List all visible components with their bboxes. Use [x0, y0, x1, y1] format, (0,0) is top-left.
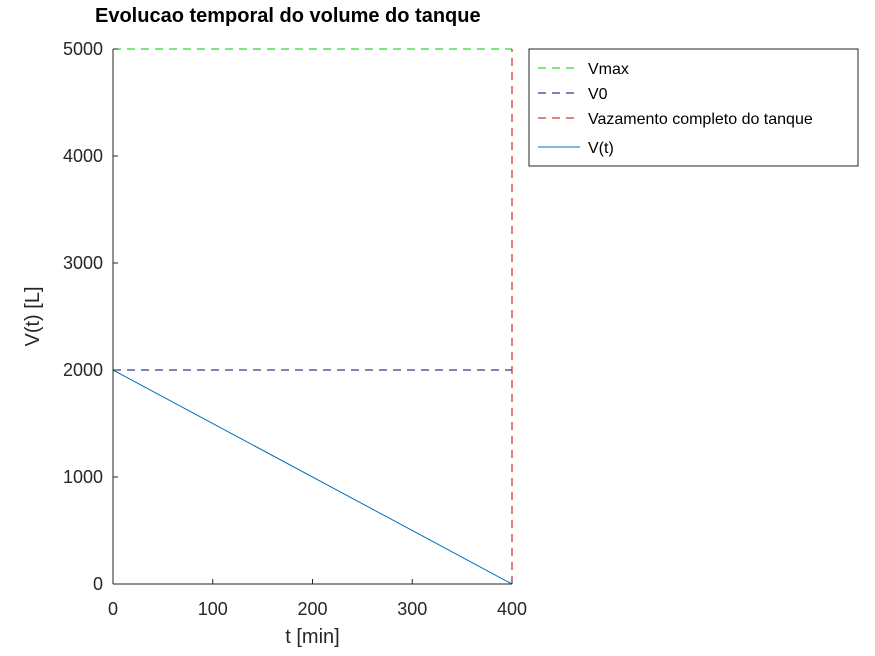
y-tick-label: 1000 [63, 467, 103, 487]
plot-area [113, 49, 512, 584]
y-tick-label: 5000 [63, 39, 103, 59]
y-tick-label: 3000 [63, 253, 103, 273]
legend-label-v-t: V(t) [588, 140, 614, 157]
legend-box [528, 48, 859, 167]
series-line-v-t [112, 369, 513, 585]
y-tick-label: 2000 [63, 360, 103, 380]
y-tick-label: 0 [93, 574, 103, 594]
x-tick-label: 100 [198, 599, 228, 619]
legend: Vmax V0 Vazamento completo do tanque V(t) [528, 48, 859, 167]
x-tick-label: 400 [497, 599, 527, 619]
x-tick-label: 200 [297, 599, 327, 619]
legend-label-v0: V0 [588, 86, 608, 103]
x-tick-label: 300 [397, 599, 427, 619]
legend-label-vmax: Vmax [588, 61, 629, 78]
y-tick-label: 4000 [63, 146, 103, 166]
series-layer [112, 48, 513, 585]
x-tick-label: 0 [108, 599, 118, 619]
legend-label-vazamento-completo-do-tanque: Vazamento completo do tanque [588, 111, 813, 128]
plot-background [113, 49, 512, 584]
x-axis-label: t [min] [285, 626, 339, 648]
y-axis-label: V(t) [L] [22, 286, 44, 346]
chart-title: Evolucao temporal do volume do tanque [95, 5, 481, 27]
